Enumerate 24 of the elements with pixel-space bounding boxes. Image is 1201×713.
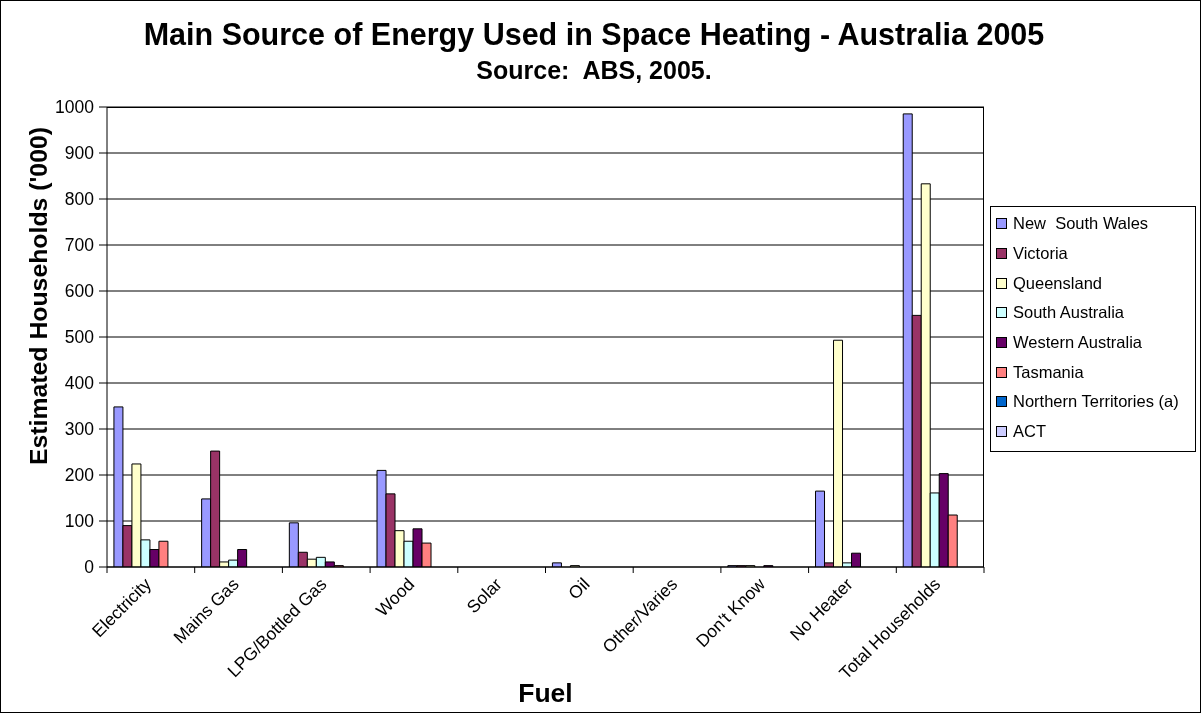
y-tick-label: 600 [64, 281, 95, 302]
y-tick-label: 100 [64, 511, 95, 532]
chart-title: Main Source of Energy Used in Space Heating - Australia 2005 [142, 17, 1046, 52]
y-tick-label: 500 [64, 327, 95, 348]
chart-subtitle: Source: ABS, 2005. [475, 56, 713, 85]
y-tick-label: 200 [64, 465, 95, 486]
y-tick-label: 1000 [55, 97, 95, 118]
legend-label: South Australia [1013, 303, 1124, 323]
legend-label: Victoria [1013, 244, 1068, 264]
legend-label: Tasmania [1013, 362, 1084, 382]
y-tick-label: 800 [64, 189, 95, 210]
legend-label: New South Wales [1013, 214, 1149, 234]
y-tick-label: 700 [64, 235, 95, 256]
x-tick-label: Oil [564, 574, 594, 604]
x-axis-title: Fuel [518, 678, 573, 708]
legend-label: ACT [1013, 422, 1046, 442]
y-axis-title: Estimated Households ('000) [25, 127, 53, 465]
legend-label: Western Australia [1013, 333, 1143, 353]
y-tick-label: 0 [84, 557, 95, 578]
legend-label: Northern Territories (a) [1013, 392, 1179, 412]
y-tick-label: 400 [64, 373, 95, 394]
y-tick-label: 900 [64, 143, 95, 164]
y-tick-label: 300 [64, 419, 95, 440]
legend-label: Queensland [1013, 273, 1102, 293]
